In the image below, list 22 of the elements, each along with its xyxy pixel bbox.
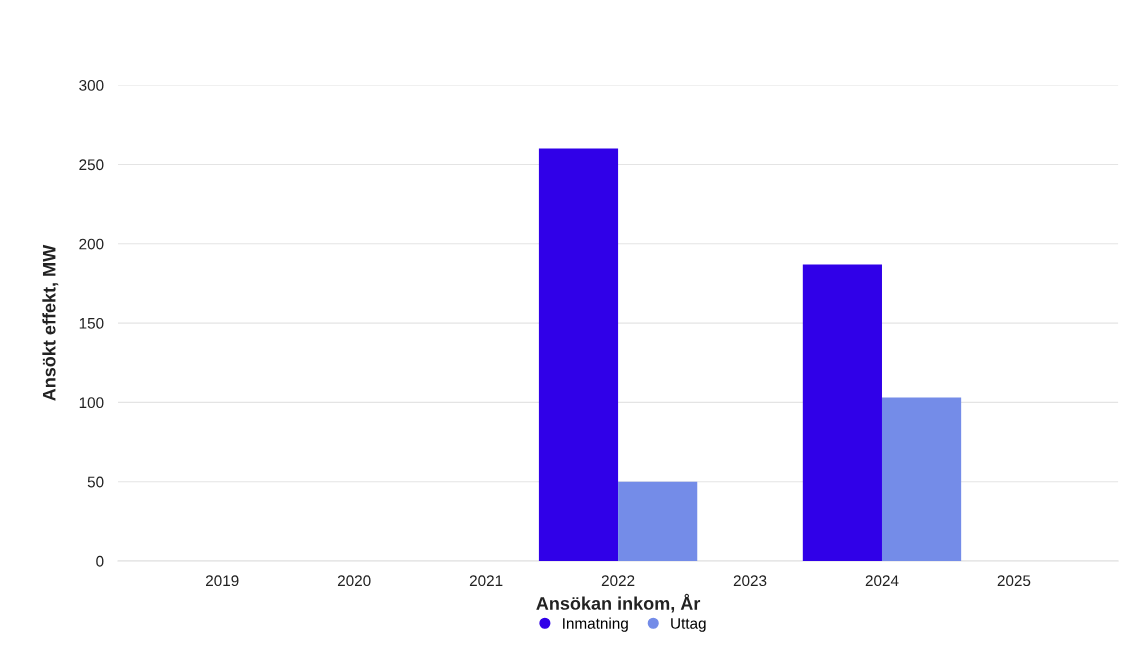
y-tick-label: 50: [87, 476, 104, 488]
y-axis-title: Ansökt effekt, MW: [42, 244, 59, 401]
x-tick-label: 2023: [733, 575, 767, 587]
y-tick-label: 200: [79, 238, 104, 250]
legend-label: Uttag: [671, 618, 706, 632]
bar: [618, 481, 698, 561]
y-tick-label: 250: [79, 159, 104, 171]
x-tick-label: 2021: [469, 575, 503, 587]
x-tick-label: 2022: [601, 575, 635, 587]
y-tick-label: 150: [79, 317, 104, 329]
x-tick-label: 2024: [865, 575, 899, 587]
y-tick-label: 100: [79, 397, 104, 409]
x-axis-title: Ansökan inkom, År: [536, 593, 701, 613]
x-tick-label: 2025: [997, 575, 1031, 587]
bar: [802, 264, 882, 561]
y-tick-label: 300: [79, 80, 104, 91]
bar: [881, 397, 962, 561]
x-tick-label: 2020: [337, 575, 371, 587]
y-tick-label: 0: [96, 555, 104, 567]
x-tick-label: 2019: [206, 575, 239, 587]
legend-label: Inmatning: [563, 617, 628, 632]
bar: [538, 148, 619, 561]
